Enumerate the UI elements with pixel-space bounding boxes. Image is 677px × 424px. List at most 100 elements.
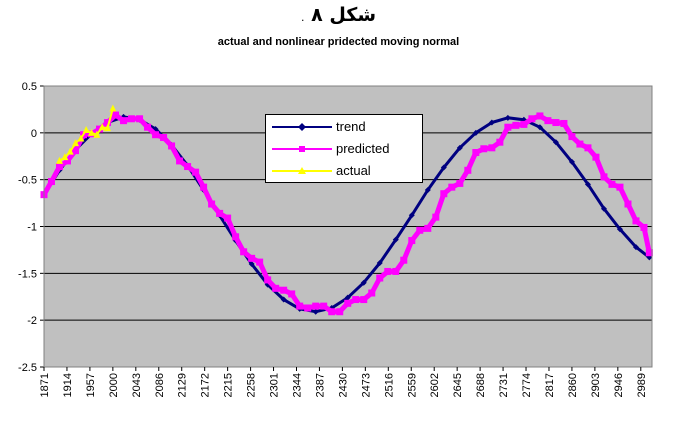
data-point-predicted bbox=[208, 200, 216, 208]
legend-item-actual: actual bbox=[266, 161, 422, 181]
data-point-predicted bbox=[312, 302, 320, 310]
data-point-predicted bbox=[576, 140, 584, 148]
x-tick-label: 2645 bbox=[452, 373, 464, 397]
data-point-predicted bbox=[608, 180, 616, 188]
data-point-predicted bbox=[600, 173, 608, 181]
data-point-predicted bbox=[104, 119, 112, 127]
y-tick-label: -1.5 bbox=[18, 268, 37, 280]
data-point-predicted bbox=[504, 123, 512, 131]
data-point-predicted bbox=[264, 276, 272, 284]
data-point-predicted bbox=[360, 296, 368, 304]
x-tick-label: 2129 bbox=[177, 373, 189, 397]
data-point-predicted bbox=[184, 163, 192, 171]
x-tick-label: 1914 bbox=[62, 373, 74, 397]
data-point-predicted bbox=[496, 138, 504, 146]
data-point-predicted bbox=[128, 115, 136, 123]
data-point-actual bbox=[88, 128, 96, 136]
data-point-predicted bbox=[440, 190, 448, 198]
x-tick-label: 2000 bbox=[108, 373, 120, 397]
data-point-predicted bbox=[256, 258, 264, 266]
data-point-actual bbox=[55, 156, 63, 164]
data-point-predicted bbox=[592, 153, 600, 161]
plot-border bbox=[43, 85, 653, 368]
y-tick-label: 0 bbox=[31, 128, 37, 140]
data-point-predicted bbox=[424, 224, 432, 232]
x-tick-label: 2559 bbox=[406, 373, 418, 397]
x-tick-label: 2688 bbox=[475, 373, 487, 397]
x-tick-label: 2989 bbox=[636, 373, 648, 397]
data-point-predicted bbox=[464, 166, 472, 174]
data-point-predicted bbox=[320, 302, 328, 310]
data-point-trend bbox=[504, 114, 511, 121]
data-point-predicted bbox=[552, 119, 560, 127]
data-point-trend bbox=[440, 164, 447, 171]
data-point-predicted bbox=[120, 117, 128, 125]
x-tick-label: 2344 bbox=[291, 373, 303, 397]
data-point-predicted bbox=[352, 296, 360, 304]
data-point-predicted bbox=[63, 157, 71, 165]
data-point-predicted bbox=[384, 267, 392, 275]
legend: trend predicted actual bbox=[265, 114, 423, 183]
series-layer bbox=[40, 104, 653, 316]
data-point-predicted bbox=[456, 179, 464, 187]
data-point-actual bbox=[61, 153, 69, 161]
data-point-actual bbox=[66, 147, 74, 155]
data-point-predicted bbox=[432, 213, 440, 221]
data-point-trend bbox=[472, 129, 479, 136]
data-point-actual bbox=[98, 123, 106, 131]
axis-layer: -2.5 -2 -1.5 -1 -0.5 0 0.5 1871 1914 1957 2000 2043… bbox=[18, 81, 653, 397]
data-point-predicted bbox=[336, 308, 344, 316]
data-point-predicted bbox=[400, 256, 408, 264]
data-point-trend bbox=[408, 212, 415, 219]
data-point-actual bbox=[82, 126, 90, 134]
legend-item-trend: trend bbox=[266, 117, 422, 137]
data-point-predicted bbox=[560, 119, 568, 127]
data-point-predicted bbox=[296, 302, 304, 310]
data-point-predicted bbox=[216, 209, 224, 217]
data-point-predicted bbox=[200, 183, 208, 191]
x-tick-label: 2430 bbox=[337, 373, 349, 397]
data-point-predicted bbox=[640, 223, 648, 231]
y-tick-label: -0.5 bbox=[18, 175, 37, 187]
data-point-predicted bbox=[368, 289, 376, 297]
data-point-predicted bbox=[472, 149, 480, 157]
x-tick-label: 2774 bbox=[521, 373, 533, 397]
y-tick-label: -2.5 bbox=[18, 362, 37, 374]
data-point-trend bbox=[600, 205, 607, 212]
data-point-actual bbox=[71, 139, 79, 147]
x-tick-label: 1871 bbox=[39, 373, 51, 397]
data-point-trend bbox=[456, 144, 463, 151]
x-tick-label: 2215 bbox=[223, 373, 235, 397]
x-tick-label: 2258 bbox=[246, 373, 258, 397]
x-tick-label: 2860 bbox=[567, 373, 579, 397]
x-tick-label: 2387 bbox=[314, 373, 326, 397]
data-point-predicted bbox=[176, 157, 184, 165]
y-tick-label: -2 bbox=[27, 315, 37, 327]
data-point-predicted bbox=[416, 226, 424, 234]
data-point-predicted bbox=[47, 178, 55, 186]
x-tick-label: 2473 bbox=[360, 373, 372, 397]
data-point-predicted bbox=[160, 134, 168, 142]
x-tick-label: 2731 bbox=[498, 373, 510, 397]
data-point-trend bbox=[616, 226, 623, 233]
data-point-predicted bbox=[144, 123, 152, 131]
x-tick-label: 2172 bbox=[200, 373, 212, 397]
data-point-predicted bbox=[645, 249, 653, 257]
data-point-predicted bbox=[536, 112, 544, 120]
data-point-trend bbox=[632, 244, 639, 251]
legend-label-predicted: predicted bbox=[336, 141, 390, 156]
data-point-predicted bbox=[488, 144, 496, 152]
y-tick-label: 0.5 bbox=[22, 81, 37, 93]
data-point-trend bbox=[536, 124, 543, 131]
data-point-trend bbox=[488, 119, 495, 126]
data-point-actual bbox=[104, 124, 112, 132]
data-point-predicted bbox=[528, 115, 536, 123]
x-tick-label: 2043 bbox=[131, 373, 143, 397]
data-point-predicted bbox=[544, 117, 552, 125]
x-tick-label: 2903 bbox=[590, 373, 602, 397]
data-point-predicted bbox=[376, 274, 384, 282]
data-point-trend bbox=[312, 308, 319, 315]
data-point-predicted bbox=[480, 145, 488, 153]
data-point-predicted bbox=[304, 304, 312, 312]
x-tick-label: 2086 bbox=[154, 373, 166, 397]
